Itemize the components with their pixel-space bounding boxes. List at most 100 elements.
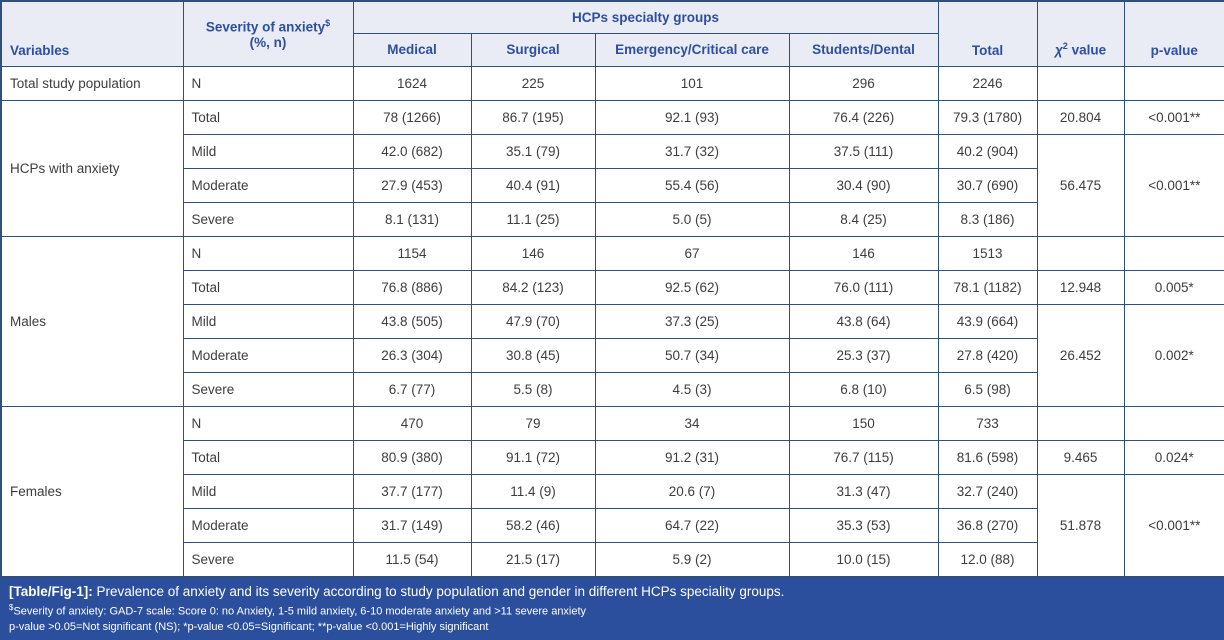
data-cell: 27.9 (453) (353, 168, 471, 202)
chi2-cell: 12.948 (1037, 270, 1124, 304)
data-cell: 78 (1266) (353, 100, 471, 134)
p-cell: 0.002* (1124, 304, 1224, 406)
severity-label: Mild (183, 474, 353, 508)
col-header-severity: Severity of anxiety$ (%, n) (183, 1, 353, 66)
data-cell: 225 (471, 66, 595, 100)
footnote-significance: p-value >0.05=Not significant (NS); *p-v… (9, 620, 1215, 636)
chi2-cell: 56.475 (1037, 134, 1124, 236)
data-cell: 80.9 (380) (353, 440, 471, 474)
col-header-emergency: Emergency/Critical care (595, 33, 789, 66)
data-cell: 40.4 (91) (471, 168, 595, 202)
col-header-medical: Medical (353, 33, 471, 66)
severity-label: Mild (183, 134, 353, 168)
data-cell: 76.8 (886) (353, 270, 471, 304)
data-cell: 10.0 (15) (789, 542, 938, 577)
data-cell: 733 (938, 406, 1037, 440)
chi2-cell (1037, 236, 1124, 270)
data-cell: 36.8 (270) (938, 508, 1037, 542)
p-cell: 0.005* (1124, 270, 1224, 304)
p-cell: 0.024* (1124, 440, 1224, 474)
table-row: Total 80.9 (380) 91.1 (72) 91.2 (31) 76.… (1, 440, 1224, 474)
data-cell: 11.1 (25) (471, 202, 595, 236)
data-cell: 25.3 (37) (789, 338, 938, 372)
table-figure: Variables Severity of anxiety$ (%, n) HC… (0, 0, 1224, 600)
data-cell: 50.7 (34) (595, 338, 789, 372)
severity-label: Severe (183, 542, 353, 577)
p-cell: <0.001** (1124, 134, 1224, 236)
col-header-specialty-group: HCPs specialty groups (353, 1, 938, 33)
severity-label: Total (183, 100, 353, 134)
data-cell: 40.2 (904) (938, 134, 1037, 168)
chi2-cell: 51.878 (1037, 474, 1124, 577)
data-cell: 64.7 (22) (595, 508, 789, 542)
data-cell: 146 (471, 236, 595, 270)
data-cell: 67 (595, 236, 789, 270)
data-cell: 26.3 (304) (353, 338, 471, 372)
row-group-label: Total study population (1, 66, 183, 100)
severity-label: Mild (183, 304, 353, 338)
footnote-text: Severity of anxiety: GAD-7 scale: Score … (13, 605, 586, 617)
chi2-cell: 26.452 (1037, 304, 1124, 406)
data-cell: 5.0 (5) (595, 202, 789, 236)
severity-label: Severe (183, 202, 353, 236)
anxiety-prevalence-table: Variables Severity of anxiety$ (%, n) HC… (0, 0, 1224, 578)
data-cell: 11.5 (54) (353, 542, 471, 577)
col-header-variables: Variables (1, 1, 183, 66)
data-cell: 6.5 (98) (938, 372, 1037, 406)
data-cell: 35.3 (53) (789, 508, 938, 542)
caption-label: [Table/Fig-1]: (9, 584, 93, 599)
severity-header-text: Severity of anxiety (206, 20, 325, 35)
p-cell (1124, 406, 1224, 440)
table-row: Males N 1154 146 67 146 1513 (1, 236, 1224, 270)
chi2-cell: 20.804 (1037, 100, 1124, 134)
footnote-severity-scale: $Severity of anxiety: GAD-7 scale: Score… (9, 602, 1215, 621)
severity-label: Moderate (183, 168, 353, 202)
data-cell: 55.4 (56) (595, 168, 789, 202)
data-cell: 5.9 (2) (595, 542, 789, 577)
data-cell: 2246 (938, 66, 1037, 100)
row-group-label: Females (1, 406, 183, 577)
data-cell: 470 (353, 406, 471, 440)
data-cell: 296 (789, 66, 938, 100)
data-cell: 12.0 (88) (938, 542, 1037, 577)
severity-label: Severe (183, 372, 353, 406)
severity-label: N (183, 236, 353, 270)
data-cell: 101 (595, 66, 789, 100)
data-cell: 31.7 (32) (595, 134, 789, 168)
col-header-chi-square: χ2 value (1037, 1, 1124, 66)
chi2-cell (1037, 406, 1124, 440)
data-cell: 6.8 (10) (789, 372, 938, 406)
data-cell: 79.3 (1780) (938, 100, 1037, 134)
severity-label: Total (183, 270, 353, 304)
severity-label: Total (183, 440, 353, 474)
p-cell: <0.001** (1124, 474, 1224, 577)
data-cell: 76.7 (115) (789, 440, 938, 474)
severity-label: N (183, 406, 353, 440)
col-header-students-dental: Students/Dental (789, 33, 938, 66)
data-cell: 81.6 (598) (938, 440, 1037, 474)
chi-symbol: χ (1055, 43, 1063, 58)
data-cell: 11.4 (9) (471, 474, 595, 508)
p-cell: <0.001** (1124, 100, 1224, 134)
header-row-group: Variables Severity of anxiety$ (%, n) HC… (1, 1, 1224, 33)
chi2-cell (1037, 66, 1124, 100)
table-caption-band: [Table/Fig-1]: Prevalence of anxiety and… (0, 578, 1224, 640)
col-header-surgical: Surgical (471, 33, 595, 66)
p-cell (1124, 236, 1224, 270)
data-cell: 8.1 (131) (353, 202, 471, 236)
severity-footnote-marker: $ (325, 18, 330, 28)
data-cell: 92.5 (62) (595, 270, 789, 304)
data-cell: 150 (789, 406, 938, 440)
data-cell: 92.1 (93) (595, 100, 789, 134)
data-cell: 21.5 (17) (471, 542, 595, 577)
data-cell: 4.5 (3) (595, 372, 789, 406)
data-cell: 146 (789, 236, 938, 270)
chi2-cell: 9.465 (1037, 440, 1124, 474)
data-cell: 8.3 (186) (938, 202, 1037, 236)
data-cell: 35.1 (79) (471, 134, 595, 168)
data-cell: 91.1 (72) (471, 440, 595, 474)
severity-label: Moderate (183, 508, 353, 542)
data-cell: 76.0 (111) (789, 270, 938, 304)
data-cell: 91.2 (31) (595, 440, 789, 474)
data-cell: 8.4 (25) (789, 202, 938, 236)
